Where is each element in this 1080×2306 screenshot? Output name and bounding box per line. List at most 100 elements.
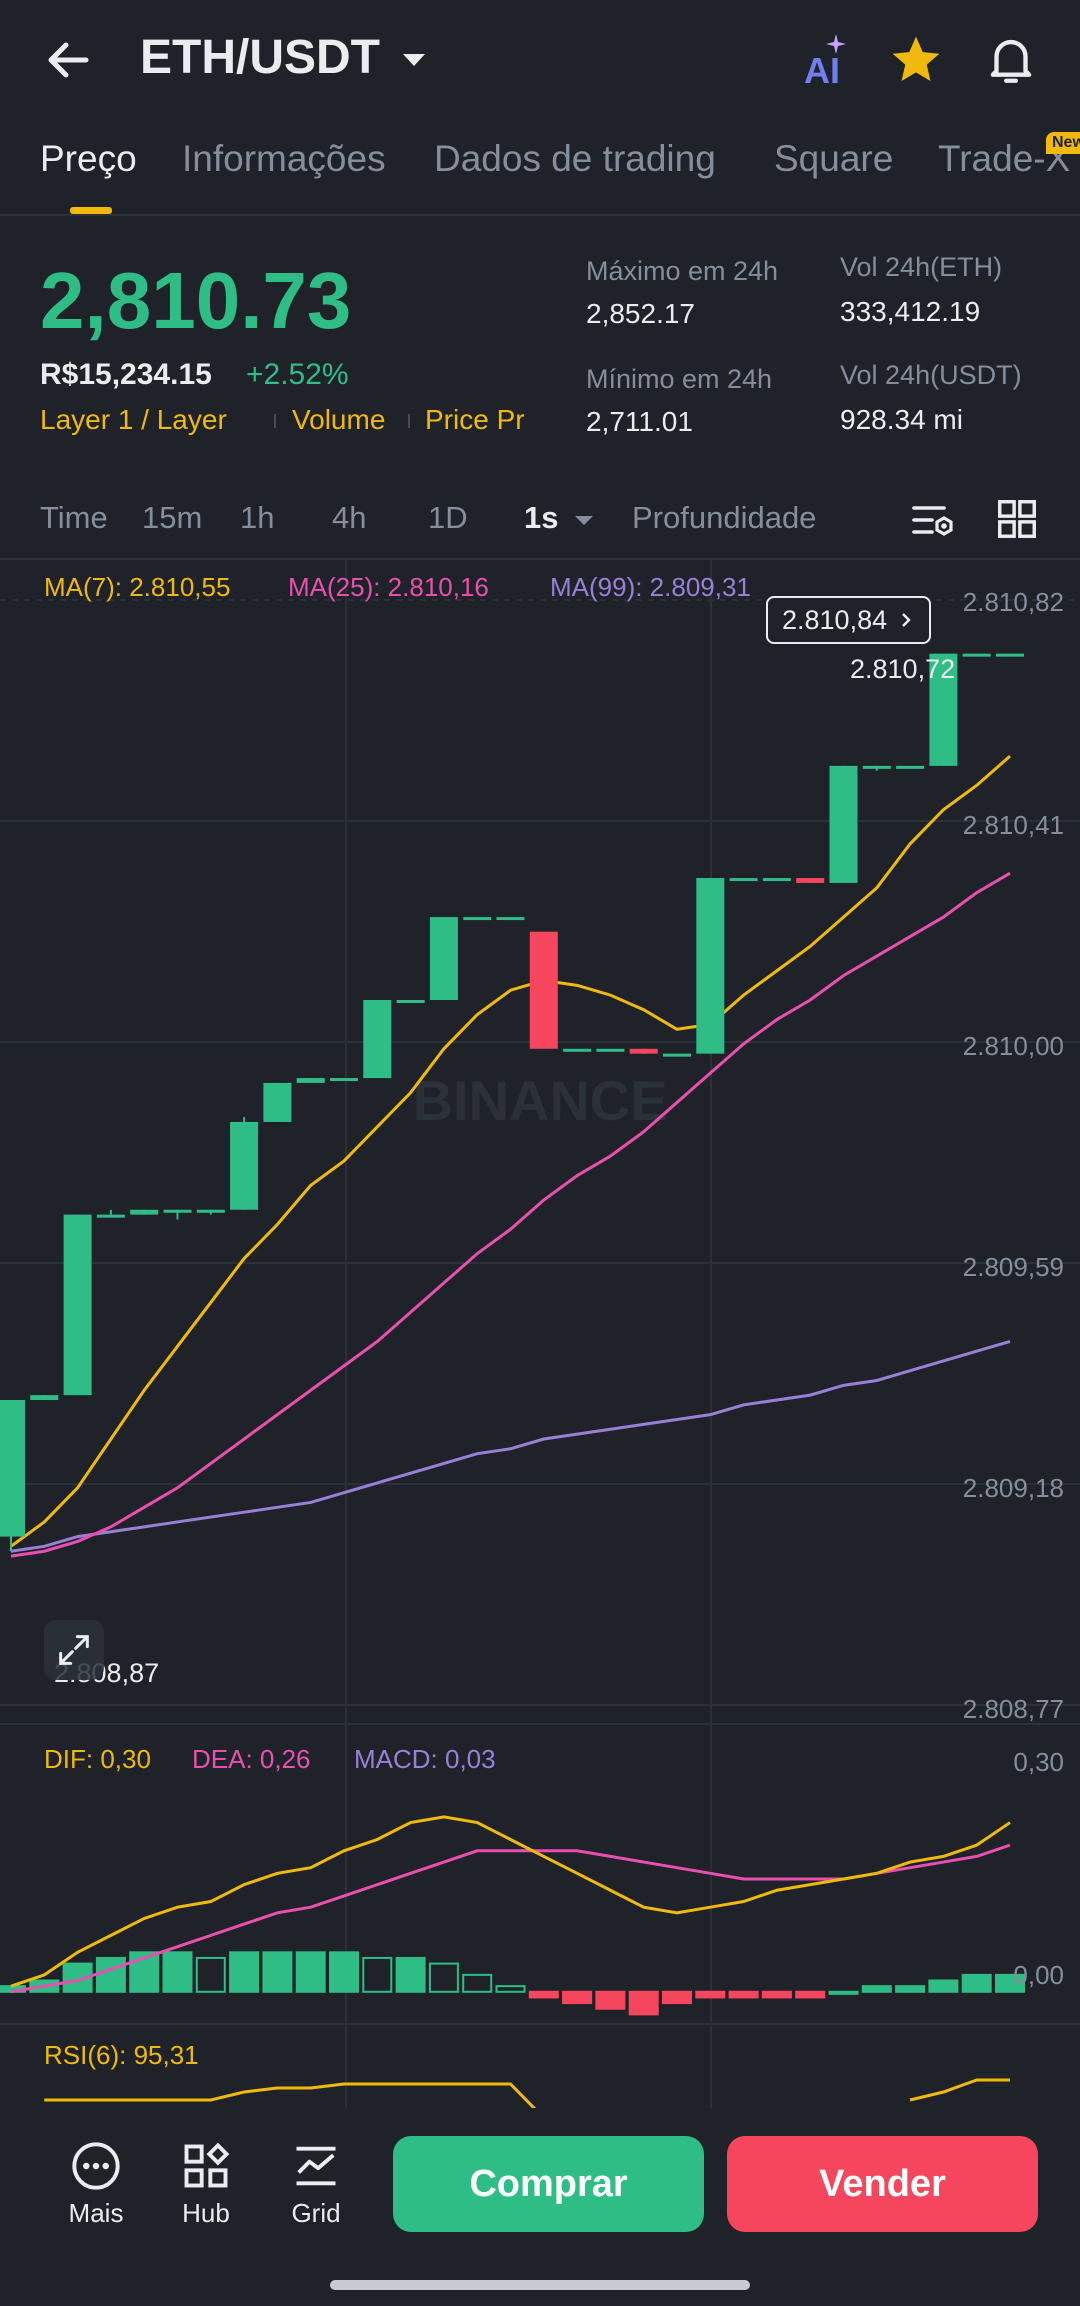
candle-body (363, 1000, 392, 1079)
macd-bar (761, 1990, 792, 1999)
tab-info[interactable]: Informações (182, 138, 386, 179)
candle-body (829, 765, 858, 883)
dea-line (10, 1843, 1011, 1994)
price-axis-label: 2.810,82 (962, 587, 1064, 617)
tag-separator (408, 414, 410, 428)
candle-body (762, 878, 791, 882)
ma7-legend: MA(7): 2.810,55 (44, 572, 231, 602)
favorite-button[interactable] (888, 32, 944, 88)
tf-1d[interactable]: 1D (428, 500, 468, 535)
candle-body (862, 765, 891, 769)
candlestick-chart[interactable]: BINANCE MA(7): 2.810,55 MA(25): 2.810,16… (0, 560, 1080, 2108)
dea-legend: DEA: 0,26 (192, 1744, 311, 1774)
macd-bar (129, 1951, 160, 1993)
candle-body (63, 1214, 92, 1396)
candle-body (230, 1121, 259, 1210)
macd-bar (262, 1951, 293, 1993)
tf-1h[interactable]: 1h (240, 500, 275, 535)
layout-button[interactable] (994, 496, 1040, 542)
candle-body (263, 1082, 292, 1122)
macd-bar (528, 1990, 559, 1999)
low-24h-value: 2,711.01 (586, 406, 693, 437)
fullscreen-button[interactable] (44, 1620, 104, 1680)
ma99-line (10, 1340, 1011, 1553)
tf-1s-label: 1s (524, 500, 559, 535)
macd-bar (295, 1951, 326, 1993)
candle-body (696, 878, 725, 1054)
ai-button[interactable]: AI (800, 34, 860, 92)
high-marker: 2.810,72 (850, 654, 955, 685)
macd-bar (195, 1956, 226, 1993)
alert-button[interactable] (982, 30, 1040, 88)
macd-axis-label: 0,00 (1013, 1960, 1064, 1990)
active-tab-indicator (70, 207, 112, 214)
tab-trading-data[interactable]: Dados de trading (434, 138, 716, 179)
candle-body (796, 878, 825, 883)
grid-label: Grid (291, 2198, 341, 2228)
grid-button[interactable]: Grid (266, 2140, 366, 2229)
macd-bar (362, 1956, 393, 1993)
chart-canvas: BINANCE (0, 560, 1080, 2108)
macd-bar (828, 1990, 859, 1995)
candle-body (729, 878, 758, 882)
macd-bar (928, 1979, 959, 1993)
pair-selector[interactable]: ETH/USDT (140, 30, 429, 85)
last-price: 2,810.73 (40, 256, 352, 345)
macd-bar (162, 1951, 193, 1993)
candle-body (629, 1048, 658, 1054)
macd-bar (895, 1985, 926, 1993)
grid-bot-icon (296, 2146, 336, 2186)
macd-bar (495, 1985, 526, 1993)
candle-body (463, 917, 492, 921)
home-indicator (330, 2280, 750, 2290)
macd-bar (462, 1973, 493, 1993)
tf-time[interactable]: Time (40, 500, 108, 535)
back-button[interactable] (40, 30, 100, 90)
ai-label: AI (804, 50, 840, 91)
current-price-tag[interactable]: 2.810,84 (766, 596, 932, 644)
macd-legend: MACD: 0,03 (354, 1744, 496, 1774)
indicator-settings-button[interactable] (908, 496, 956, 544)
sparkle-icon (826, 34, 846, 54)
ma25-legend: MA(25): 2.810,16 (288, 572, 489, 602)
tag-price-protection[interactable]: Price Pr (425, 404, 525, 435)
chevron-right-icon (902, 613, 911, 627)
macd-bar (695, 1990, 726, 1999)
candle-body (96, 1214, 125, 1218)
candle-body (163, 1209, 192, 1213)
tag-volume[interactable]: Volume (292, 404, 386, 435)
more-icon (72, 2142, 120, 2190)
star-icon (892, 36, 940, 81)
candle-body (962, 653, 991, 657)
ma25-line (10, 871, 1011, 1558)
candle-body (196, 1209, 225, 1213)
macd-bar (662, 1990, 692, 2005)
candle-body (0, 1400, 25, 1537)
arrow-left-icon (48, 42, 89, 78)
tf-4h[interactable]: 4h (332, 500, 367, 535)
candle-body (396, 1000, 425, 1003)
tf-1s[interactable]: 1s (524, 500, 595, 536)
high-24h-label: Máximo em 24h (586, 256, 779, 286)
candle-body (529, 931, 558, 1049)
candle-body (663, 1053, 691, 1057)
dif-line (10, 1815, 1011, 1988)
hub-button[interactable]: Hub (156, 2140, 256, 2229)
tab-price[interactable]: Preço (40, 138, 137, 179)
sell-button[interactable]: Vender (727, 2136, 1038, 2232)
tf-depth[interactable]: Profundidade (632, 500, 817, 535)
macd-bar (795, 1990, 826, 1999)
macd-bar (329, 1951, 359, 1993)
current-price-value: 2.810,84 (782, 604, 888, 635)
tabs-divider (0, 214, 1080, 216)
tag-layer1[interactable]: Layer 1 / Layer (40, 404, 227, 435)
layout-grid-icon (998, 500, 1036, 538)
more-button[interactable]: Mais (46, 2140, 146, 2229)
high-24h-value: 2,852.17 (586, 298, 695, 329)
macd-axis-label: 0,30 (1013, 1747, 1064, 1777)
tf-15m[interactable]: 15m (142, 500, 203, 535)
buy-button[interactable]: Comprar (393, 2136, 704, 2232)
tab-square[interactable]: Square (774, 138, 894, 179)
indicator-settings-icon (912, 506, 953, 536)
rsi-line (909, 2078, 1010, 2102)
